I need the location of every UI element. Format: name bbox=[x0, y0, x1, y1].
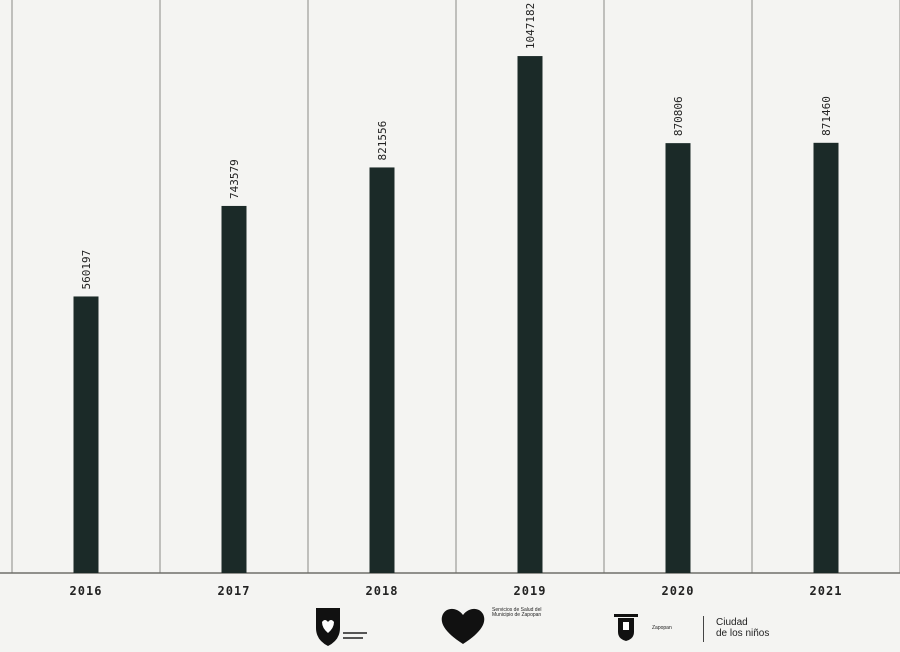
data-label-2020: 870806 bbox=[672, 96, 685, 136]
data-label-2016: 560197 bbox=[80, 250, 93, 290]
zapopan-badge-logo bbox=[612, 608, 648, 646]
x-tick-label-2017: 2017 bbox=[218, 584, 251, 598]
ciudad-line2: de los niños bbox=[716, 627, 770, 639]
data-label-2018: 821556 bbox=[376, 121, 389, 161]
x-tick-label-2021: 2021 bbox=[810, 584, 843, 598]
x-tick-label-2019: 2019 bbox=[514, 584, 547, 598]
logo-divider bbox=[703, 616, 704, 642]
footer-logos: Servicios de Salud del Municipio de Zapo… bbox=[0, 598, 900, 649]
data-label-2017: 743579 bbox=[228, 159, 241, 199]
data-label-2021: 871460 bbox=[820, 96, 833, 136]
data-label-2019: 1047182 bbox=[524, 3, 537, 49]
bar-2016 bbox=[73, 296, 99, 573]
bar-2019 bbox=[517, 56, 543, 574]
x-tick-label-2018: 2018 bbox=[366, 584, 399, 598]
zapopan-text: Zapopan bbox=[652, 625, 672, 631]
zapopan-shield-logo bbox=[312, 606, 372, 652]
bar-2017 bbox=[221, 205, 247, 573]
ciudad-ninos-text: Ciudad de los niños bbox=[716, 617, 770, 639]
x-tick-label-2020: 2020 bbox=[662, 584, 695, 598]
servicios-salud-text: Servicios de Salud del Municipio de Zapo… bbox=[492, 607, 542, 619]
bar-2021 bbox=[813, 142, 839, 573]
bar-2018 bbox=[369, 167, 395, 574]
ciudad-line1: Ciudad bbox=[716, 617, 748, 628]
bar-chart: 560197 2016 743579 2017 821556 2018 1047182 201… bbox=[0, 0, 900, 598]
servicios-salud-heart-logo bbox=[438, 606, 488, 650]
bar-2020 bbox=[665, 143, 691, 573]
x-tick-label-2016: 2016 bbox=[70, 584, 103, 598]
